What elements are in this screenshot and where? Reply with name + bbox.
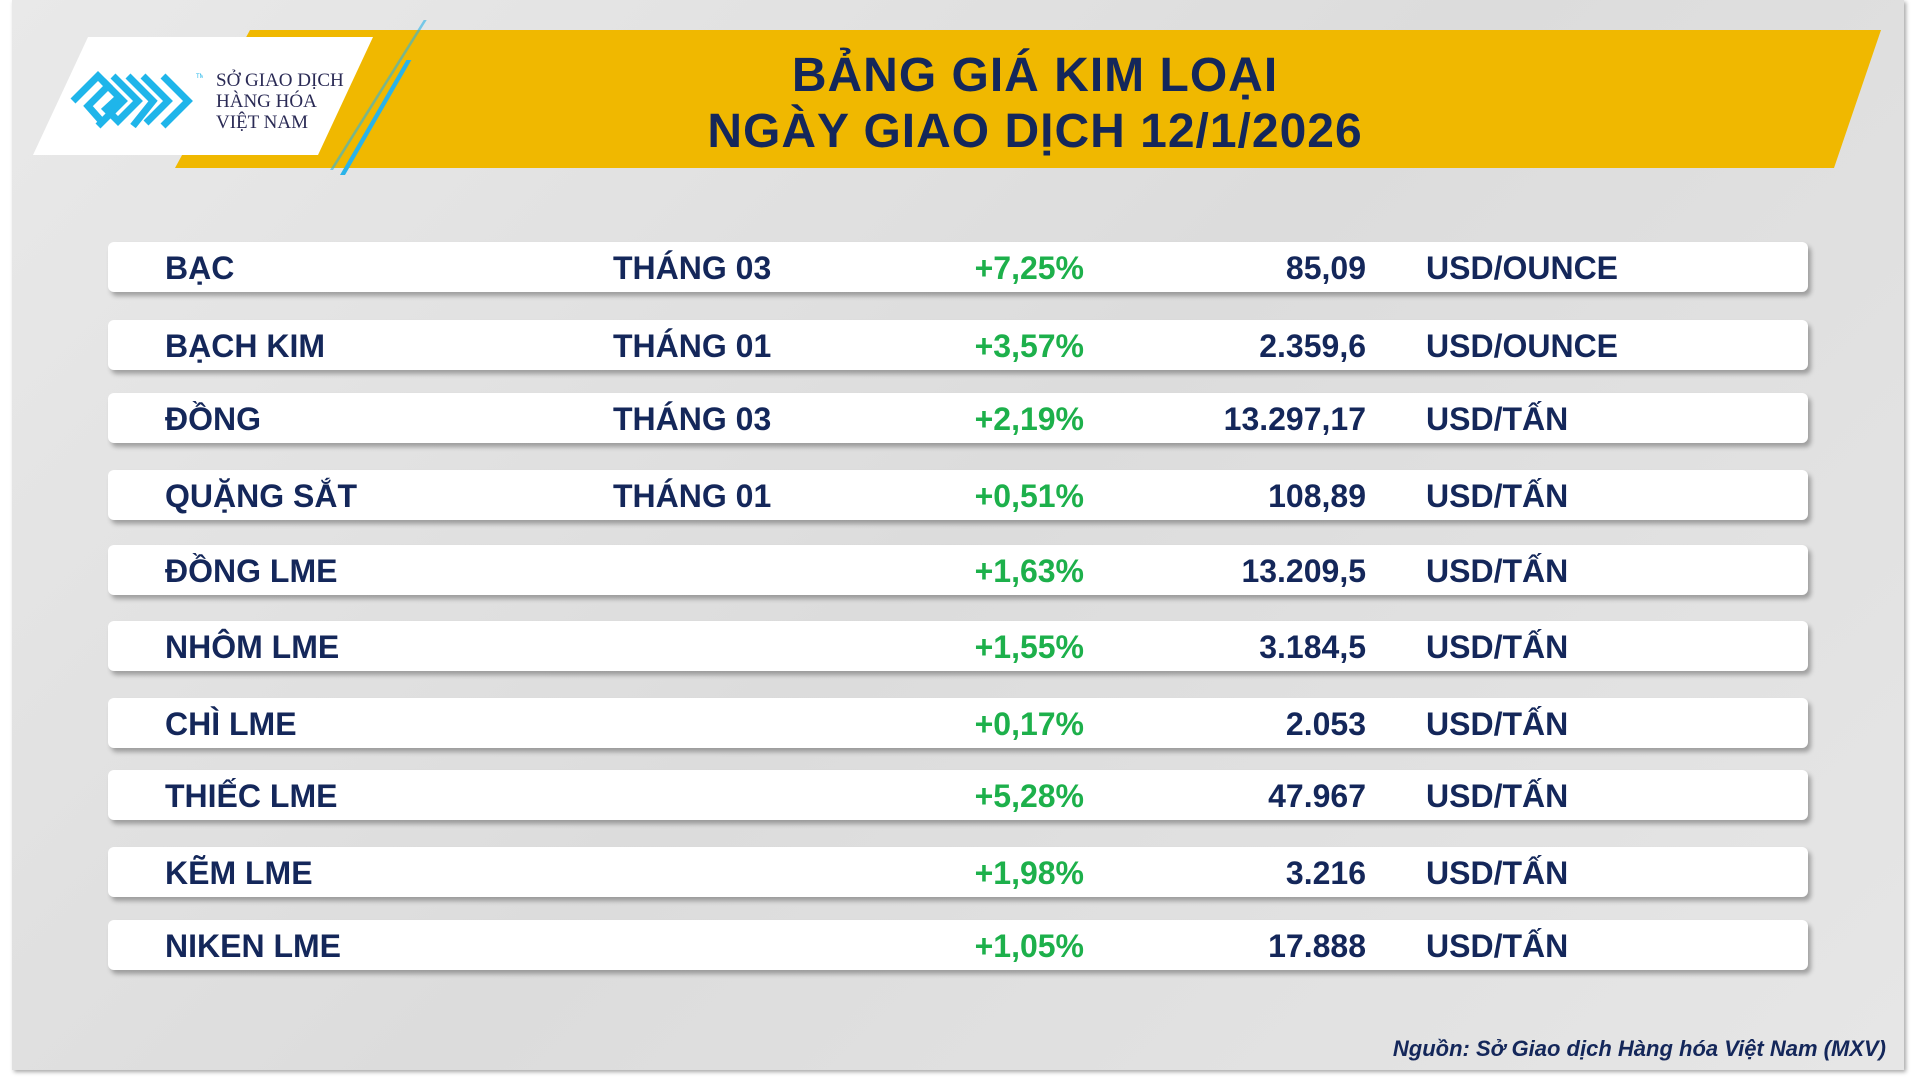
price-unit: USD/OUNCE <box>1426 250 1619 286</box>
price-unit: USD/TẤN <box>1426 478 1569 514</box>
metal-name: ĐỒNG LME <box>165 553 338 589</box>
table-row: QUẶNG SẮT THÁNG 01 +0,51% 108,89 USD/TẤN <box>108 470 1808 520</box>
metal-name: KẼM LME <box>165 855 313 891</box>
mxv-logo-icon: TM <box>70 71 203 129</box>
table-row: BẠCH KIM THÁNG 01 +3,57% 2.359,6 USD/OUNCE <box>108 320 1808 370</box>
logo-tm: TM <box>196 74 203 80</box>
metal-name: NIKEN LME <box>165 928 341 964</box>
percent-change: +1,63% <box>974 553 1084 589</box>
logo-text: SỞ GIAO DỊCH HÀNG HÓA VIỆT NAM <box>216 70 344 133</box>
contract-month: THÁNG 01 <box>613 328 772 364</box>
metal-name: BẠC <box>165 250 235 286</box>
page-title: BẢNG GIÁ KIM LOẠI <box>791 49 1279 102</box>
price-unit: USD/TẤN <box>1426 778 1569 814</box>
price-value: 3.216 <box>1285 855 1366 891</box>
logo-line: VIỆT NAM <box>216 112 309 133</box>
percent-change: +2,19% <box>974 401 1084 437</box>
price-value: 85,09 <box>1285 250 1366 286</box>
percent-change: +1,98% <box>974 855 1084 891</box>
price-value: 3.184,5 <box>1259 629 1366 665</box>
metal-name: CHÌ LME <box>165 706 297 742</box>
metal-name: QUẶNG SẮT <box>165 478 357 514</box>
price-value: 2.053 <box>1285 706 1366 742</box>
price-unit: USD/TẤN <box>1426 629 1569 665</box>
price-value: 13.209,5 <box>1241 553 1366 589</box>
table-row: ĐỒNG LME +1,63% 13.209,5 USD/TẤN <box>108 545 1808 595</box>
price-unit: USD/TẤN <box>1426 401 1569 437</box>
logo-line: SỞ GIAO DỊCH <box>216 70 344 91</box>
contract-month: THÁNG 03 <box>613 401 772 437</box>
percent-change: +0,51% <box>974 478 1084 514</box>
price-value: 2.359,6 <box>1259 328 1366 364</box>
percent-change: +7,25% <box>974 250 1084 286</box>
price-value: 17.888 <box>1268 928 1366 964</box>
price-value: 47.967 <box>1268 778 1366 814</box>
price-unit: USD/TẤN <box>1426 928 1569 964</box>
logo-panel <box>33 37 373 155</box>
logo-line: HÀNG HÓA <box>216 91 317 112</box>
metal-name: BẠCH KIM <box>165 328 325 364</box>
table-row: NIKEN LME +1,05% 17.888 USD/TẤN <box>108 920 1808 970</box>
percent-change: +0,17% <box>974 706 1084 742</box>
contract-month: THÁNG 03 <box>613 250 772 286</box>
price-unit: USD/OUNCE <box>1426 328 1619 364</box>
price-unit: USD/TẤN <box>1426 855 1569 891</box>
price-value: 108,89 <box>1268 478 1366 514</box>
price-unit: USD/TẤN <box>1426 553 1569 589</box>
price-value: 13.297,17 <box>1223 401 1366 437</box>
table-row: THIẾC LME +5,28% 47.967 USD/TẤN <box>108 770 1808 820</box>
metal-name: NHÔM LME <box>165 629 340 665</box>
table-row: NHÔM LME +1,55% 3.184,5 USD/TẤN <box>108 621 1808 671</box>
page-subtitle: NGÀY GIAO DỊCH 12/1/2026 <box>707 105 1363 158</box>
price-unit: USD/TẤN <box>1426 706 1569 742</box>
source-note: Nguồn: Sở Giao dịch Hàng hóa Việt Nam (M… <box>1392 1036 1886 1061</box>
percent-change: +3,57% <box>974 328 1084 364</box>
metal-name: ĐỒNG <box>165 401 261 437</box>
table-row: KẼM LME +1,98% 3.216 USD/TẤN <box>108 847 1808 897</box>
contract-month: THÁNG 01 <box>613 478 772 514</box>
table-row: BẠC THÁNG 03 +7,25% 85,09 USD/OUNCE <box>108 242 1808 292</box>
percent-change: +1,55% <box>974 629 1084 665</box>
table-row: CHÌ LME +0,17% 2.053 USD/TẤN <box>108 698 1808 748</box>
percent-change: +5,28% <box>974 778 1084 814</box>
percent-change: +1,05% <box>974 928 1084 964</box>
title-banner <box>175 30 1881 168</box>
table-row: ĐỒNG THÁNG 03 +2,19% 13.297,17 USD/TẤN <box>108 393 1808 443</box>
metal-name: THIẾC LME <box>165 778 338 814</box>
